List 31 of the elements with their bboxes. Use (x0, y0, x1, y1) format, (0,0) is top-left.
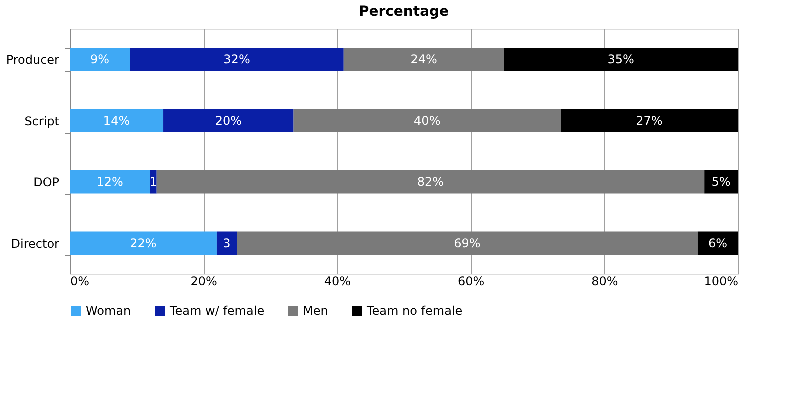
y-tick-label: Script (24, 114, 60, 128)
y-tick-label: DOP (34, 176, 60, 190)
x-tick-label: 60% (458, 274, 485, 288)
data-label: 3 (223, 236, 231, 250)
data-label: 6% (708, 236, 728, 250)
data-label: 32% (224, 52, 250, 67)
x-tick-label: 40% (324, 274, 352, 288)
legend-label: Team w/ female (169, 304, 265, 318)
data-label: 1 (150, 175, 158, 190)
data-label: 35% (608, 52, 634, 67)
data-label: 5% (712, 175, 731, 190)
data-label: 24% (410, 52, 438, 67)
data-label: 22% (130, 236, 157, 250)
x-tick-label: 0% (70, 274, 90, 288)
data-label: 82% (417, 175, 444, 190)
data-label: 69% (454, 236, 481, 250)
x-tick-label: 100% (704, 274, 738, 288)
y-tick-label: Director (11, 236, 60, 251)
data-label: 12% (96, 175, 124, 190)
x-tick-label: 20% (190, 274, 218, 288)
data-label: 20% (215, 114, 242, 128)
x-tick-label: 80% (592, 274, 618, 288)
chart-title: Percentage (358, 4, 450, 20)
y-tick-label: Producer (6, 53, 60, 68)
legend-label: Team no female (366, 304, 463, 318)
data-label: 14% (103, 114, 130, 128)
data-label: 27% (636, 114, 663, 128)
data-label: 9% (90, 52, 110, 67)
legend-label: Woman (86, 304, 132, 318)
legend-label: Men (303, 304, 328, 318)
data-label: 40% (414, 114, 441, 128)
